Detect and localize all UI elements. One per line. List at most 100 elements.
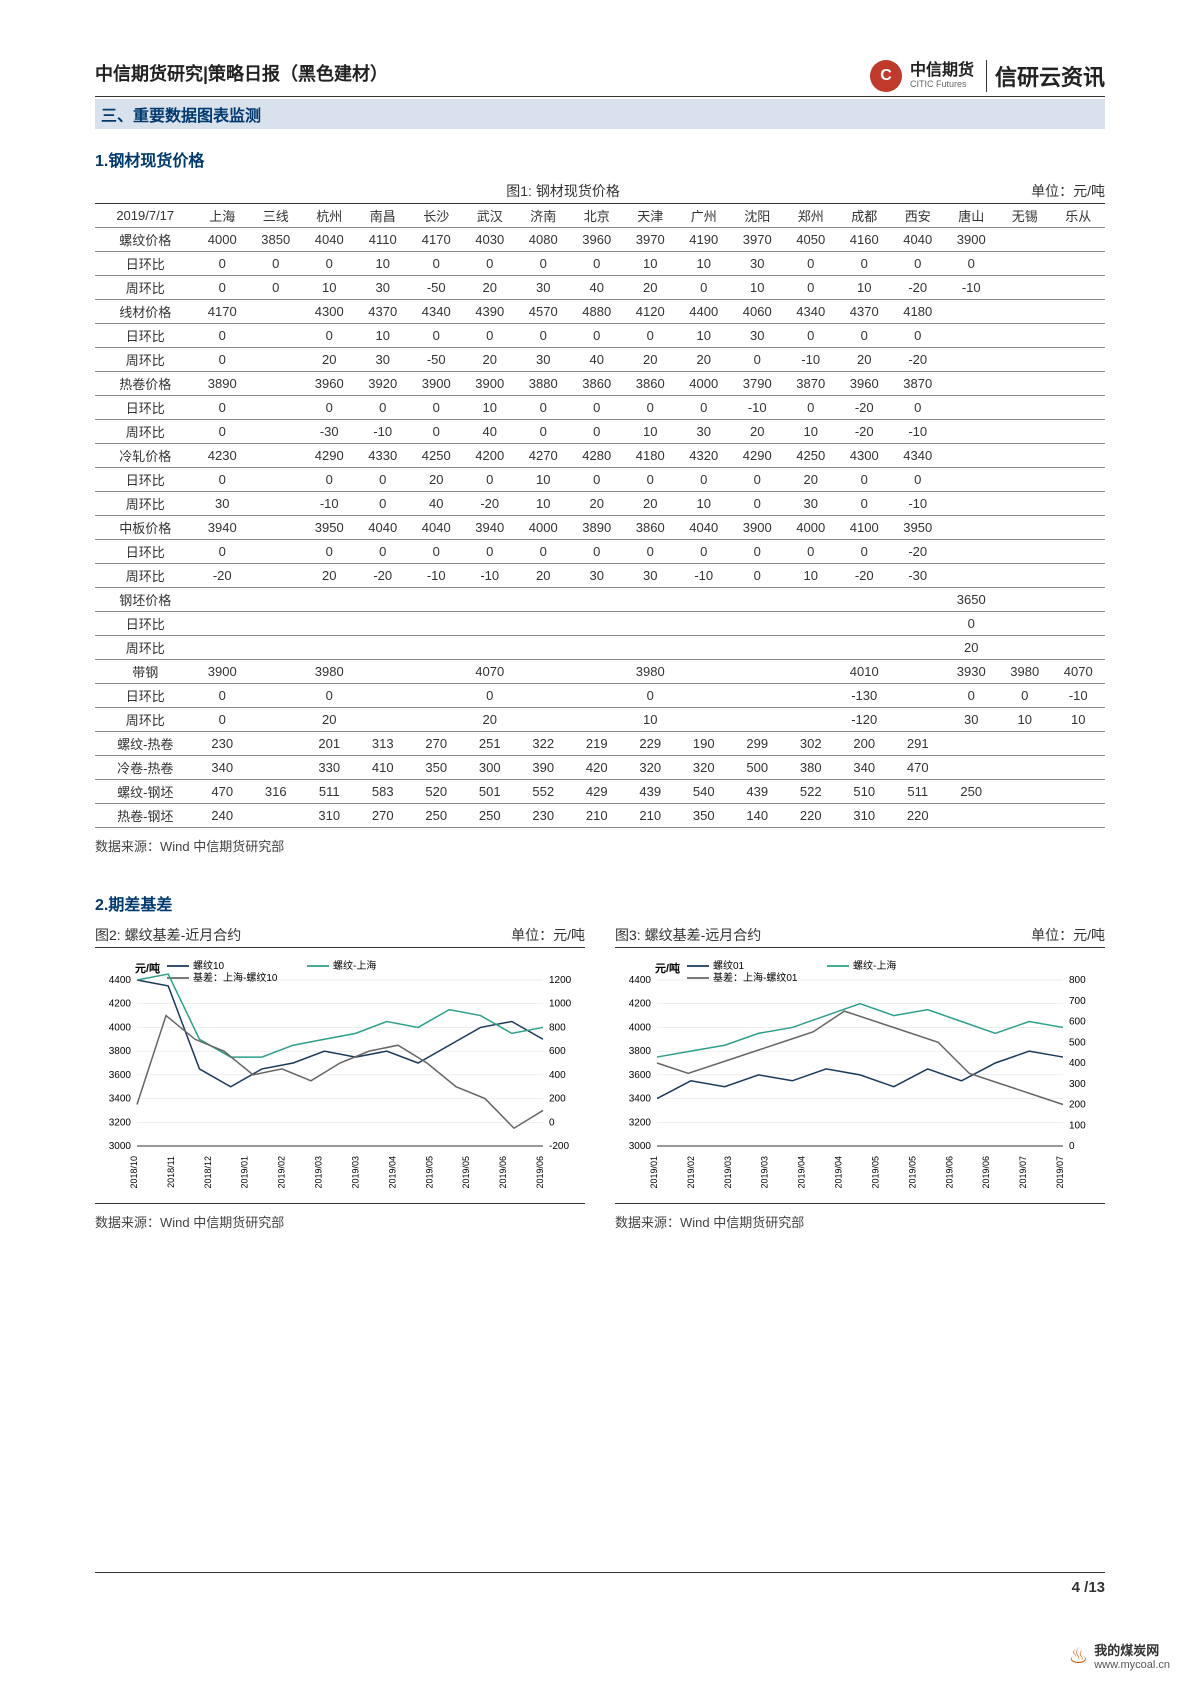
chart3-unit: 单位：元/吨 [1031,925,1105,945]
svg-text:4000: 4000 [629,1022,652,1033]
chart2-unit: 单位：元/吨 [511,925,585,945]
svg-text:螺纹10: 螺纹10 [193,959,225,972]
table-row: 线材价格417043004370434043904570488041204400… [95,300,1105,324]
svg-text:4400: 4400 [109,975,132,986]
col-header: 无锡 [998,204,1052,228]
logo-cloud: 信研云资讯 [986,60,1105,92]
col-header: 三线 [249,204,303,228]
svg-text:700: 700 [1069,996,1086,1007]
footer-site-name: 我的煤炭网 [1094,1640,1170,1659]
table-row: 周环比30-10040-20102020100300-10 [95,492,1105,516]
section1-title: 1.钢材现货价格 [95,147,1105,171]
svg-text:3800: 3800 [629,1046,652,1057]
svg-text:2018/11: 2018/11 [166,1156,176,1188]
table-row: 日环比000000000000-20 [95,540,1105,564]
svg-text:500: 500 [1069,1037,1086,1048]
table-row: 周环比001030-5020304020010010-20-10 [95,276,1105,300]
svg-text:2019/05: 2019/05 [424,1156,434,1189]
svg-text:3200: 3200 [109,1117,132,1128]
col-header: 2019/7/17 [95,204,195,228]
col-header: 天津 [623,204,677,228]
table-row: 日环比0010000001030000 [95,324,1105,348]
table-row: 日环比0000100000-100-200 [95,396,1105,420]
svg-text:3600: 3600 [109,1070,132,1081]
col-header: 西安 [891,204,945,228]
svg-text:-200: -200 [549,1141,569,1152]
svg-text:2019/05: 2019/05 [907,1156,917,1189]
svg-text:400: 400 [1069,1058,1086,1069]
svg-text:2018/12: 2018/12 [203,1156,213,1189]
table-row: 螺纹价格400038504040411041704030408039603970… [95,228,1105,252]
col-header: 成都 [837,204,891,228]
svg-text:1000: 1000 [549,999,572,1010]
table-row: 日环比0002001000002000 [95,468,1105,492]
chart-right: 图3: 螺纹基差-远月合约 单位：元/吨 3000320034003600380… [615,925,1105,1231]
svg-text:4400: 4400 [629,975,652,986]
svg-text:100: 100 [1069,1120,1086,1131]
chart2-title: 图2: 螺纹基差-近月合约 [95,925,241,945]
chart3-source: 数据来源：Wind 中信期货研究部 [615,1212,1105,1231]
svg-text:3200: 3200 [629,1117,652,1128]
svg-text:螺纹01: 螺纹01 [713,959,745,972]
col-header: 郑州 [784,204,838,228]
table-row: 带钢39003980407039804010393039804070 [95,660,1105,684]
charts-row: 图2: 螺纹基差-近月合约 单位：元/吨 3000320034003600380… [95,925,1105,1231]
col-header: 杭州 [302,204,356,228]
footer-site-url: www.mycoal.cn [1094,1659,1170,1671]
svg-text:200: 200 [549,1094,566,1105]
table-row: 热卷-钢坯24031027025025023021021035014022031… [95,804,1105,828]
table-row: 日环比0001000001010300000 [95,252,1105,276]
svg-text:2019/05: 2019/05 [461,1156,471,1189]
svg-text:2019/04: 2019/04 [387,1156,397,1189]
svg-text:2019/07: 2019/07 [1018,1156,1028,1189]
svg-text:2019/03: 2019/03 [760,1156,770,1189]
col-header: 乐从 [1051,204,1105,228]
svg-text:2019/06: 2019/06 [498,1156,508,1189]
svg-text:0: 0 [1069,1141,1075,1152]
page-total: 13 [1088,1579,1105,1596]
svg-text:2019/03: 2019/03 [723,1156,733,1189]
logo-area: C 中信期货 CITIC Futures 信研云资讯 [870,60,1105,92]
col-header: 沈阳 [730,204,784,228]
svg-text:2019/02: 2019/02 [686,1156,696,1189]
svg-text:元/吨: 元/吨 [135,961,160,975]
svg-text:2019/06: 2019/06 [944,1156,954,1189]
svg-text:200: 200 [1069,1100,1086,1111]
svg-text:3000: 3000 [629,1141,652,1152]
table-row: 周环比02030-5020304020200-1020-20 [95,348,1105,372]
table-row: 周环比20 [95,636,1105,660]
section-bar: 三、重要数据图表监测 [95,99,1105,129]
col-header: 济南 [516,204,570,228]
fig1-unit: 单位：元/吨 [1031,181,1105,201]
svg-text:3400: 3400 [629,1094,652,1105]
chart2-source: 数据来源：Wind 中信期货研究部 [95,1212,585,1231]
svg-text:螺纹-上海: 螺纹-上海 [333,959,376,972]
svg-text:2019/01: 2019/01 [649,1156,659,1189]
svg-text:2019/04: 2019/04 [834,1156,844,1189]
page-number: 4 [1072,1579,1080,1596]
section2-title: 2.期差基差 [95,891,1105,915]
svg-text:2018/10: 2018/10 [129,1156,139,1189]
doc-title: 中信期货研究|策略日报（黑色建材） [95,60,388,86]
svg-text:元/吨: 元/吨 [655,961,680,975]
col-header: 上海 [195,204,249,228]
svg-text:3800: 3800 [109,1046,132,1057]
logo-text: 中信期货 CITIC Futures [910,62,974,89]
svg-text:800: 800 [1069,975,1086,986]
svg-text:800: 800 [549,1022,566,1033]
table-row: 周环比-2020-20-10-10203030-10010-20-30 [95,564,1105,588]
table-row: 冷卷-热卷34033041035030039042032032050038034… [95,756,1105,780]
svg-text:2019/05: 2019/05 [870,1156,880,1189]
svg-text:3400: 3400 [109,1094,132,1105]
table-row: 冷轧价格423042904330425042004270428041804320… [95,444,1105,468]
page-footer: 4 /13 [95,1572,1105,1596]
svg-text:2019/02: 2019/02 [277,1156,287,1189]
table-row: 螺纹-钢坯47031651158352050155242943954043952… [95,780,1105,804]
col-header: 唐山 [944,204,998,228]
svg-text:2019/06: 2019/06 [981,1156,991,1189]
svg-text:300: 300 [1069,1079,1086,1090]
chart3-title: 图3: 螺纹基差-远月合约 [615,925,761,945]
table1-source: 数据来源：Wind 中信期货研究部 [95,836,1105,855]
page-header: 中信期货研究|策略日报（黑色建材） C 中信期货 CITIC Futures 信… [95,60,1105,97]
col-header: 广州 [677,204,731,228]
